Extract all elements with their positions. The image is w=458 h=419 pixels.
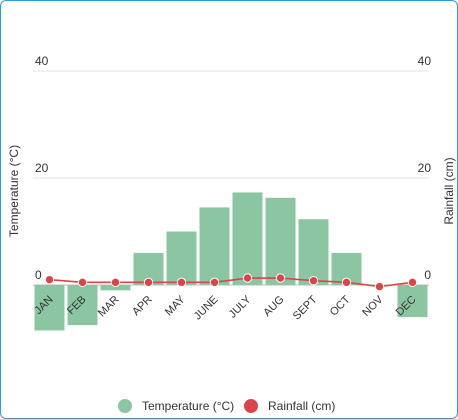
rainfall-point	[407, 277, 418, 288]
rainfall-point	[374, 281, 385, 292]
y-tick-right: 40	[418, 54, 432, 68]
x-tick-label: NOV	[360, 293, 386, 319]
legend: Temperature (°C) Rainfall (cm)	[118, 399, 335, 413]
temperature-bar	[298, 219, 329, 285]
rainfall-point	[308, 276, 319, 286]
y-tick-right: 20	[418, 161, 432, 175]
temperature-bar	[67, 285, 98, 326]
rainfall-point	[44, 274, 55, 285]
rainfall-point	[143, 277, 154, 288]
x-tick-label: JUNE	[192, 294, 221, 323]
temperature-bar	[265, 197, 296, 285]
x-tick-label: SEPT	[291, 293, 320, 322]
legend-marker	[244, 399, 258, 413]
rainfall-point	[110, 277, 121, 288]
rainfall-point	[242, 273, 253, 283]
temperature-bar	[232, 192, 263, 285]
x-tick-label: MAR	[96, 294, 122, 320]
rainfall-point	[275, 273, 286, 283]
y-axis-title-left: Temperature (°C)	[7, 145, 21, 237]
y-tick-right: 0	[424, 268, 431, 282]
x-tick-label: MAY	[163, 293, 188, 318]
gridlines	[33, 70, 429, 286]
rainfall-point	[176, 277, 187, 288]
x-tick-label: APR	[130, 294, 155, 319]
y-axis-title-right: Rainfall (cm)	[442, 157, 456, 224]
rainfall-point	[77, 277, 88, 288]
x-tick-label: OCT	[328, 293, 353, 318]
y-tick-left: 0	[35, 268, 42, 282]
temperature-bar	[397, 285, 428, 318]
rainfall-point	[341, 277, 352, 288]
x-tick-label: AUG	[261, 294, 286, 319]
temperature-bar	[34, 285, 65, 331]
temperature-bar	[166, 231, 197, 285]
y-ticks: 0 0 20 20 40 40	[35, 54, 431, 282]
rainfall-point	[209, 277, 220, 288]
rainfall-line-path	[49, 277, 413, 288]
temperature-bar	[199, 207, 230, 285]
x-tick-label: JULY	[227, 293, 254, 320]
legend-item-label: Rainfall (cm)	[268, 399, 335, 413]
rainfall-line	[44, 273, 418, 292]
y-tick-left: 40	[35, 54, 49, 68]
temperature-bar	[100, 285, 131, 291]
legend-marker	[118, 399, 132, 413]
y-tick-left: 20	[35, 161, 49, 175]
legend-item-label: Temperature (°C)	[142, 399, 234, 413]
